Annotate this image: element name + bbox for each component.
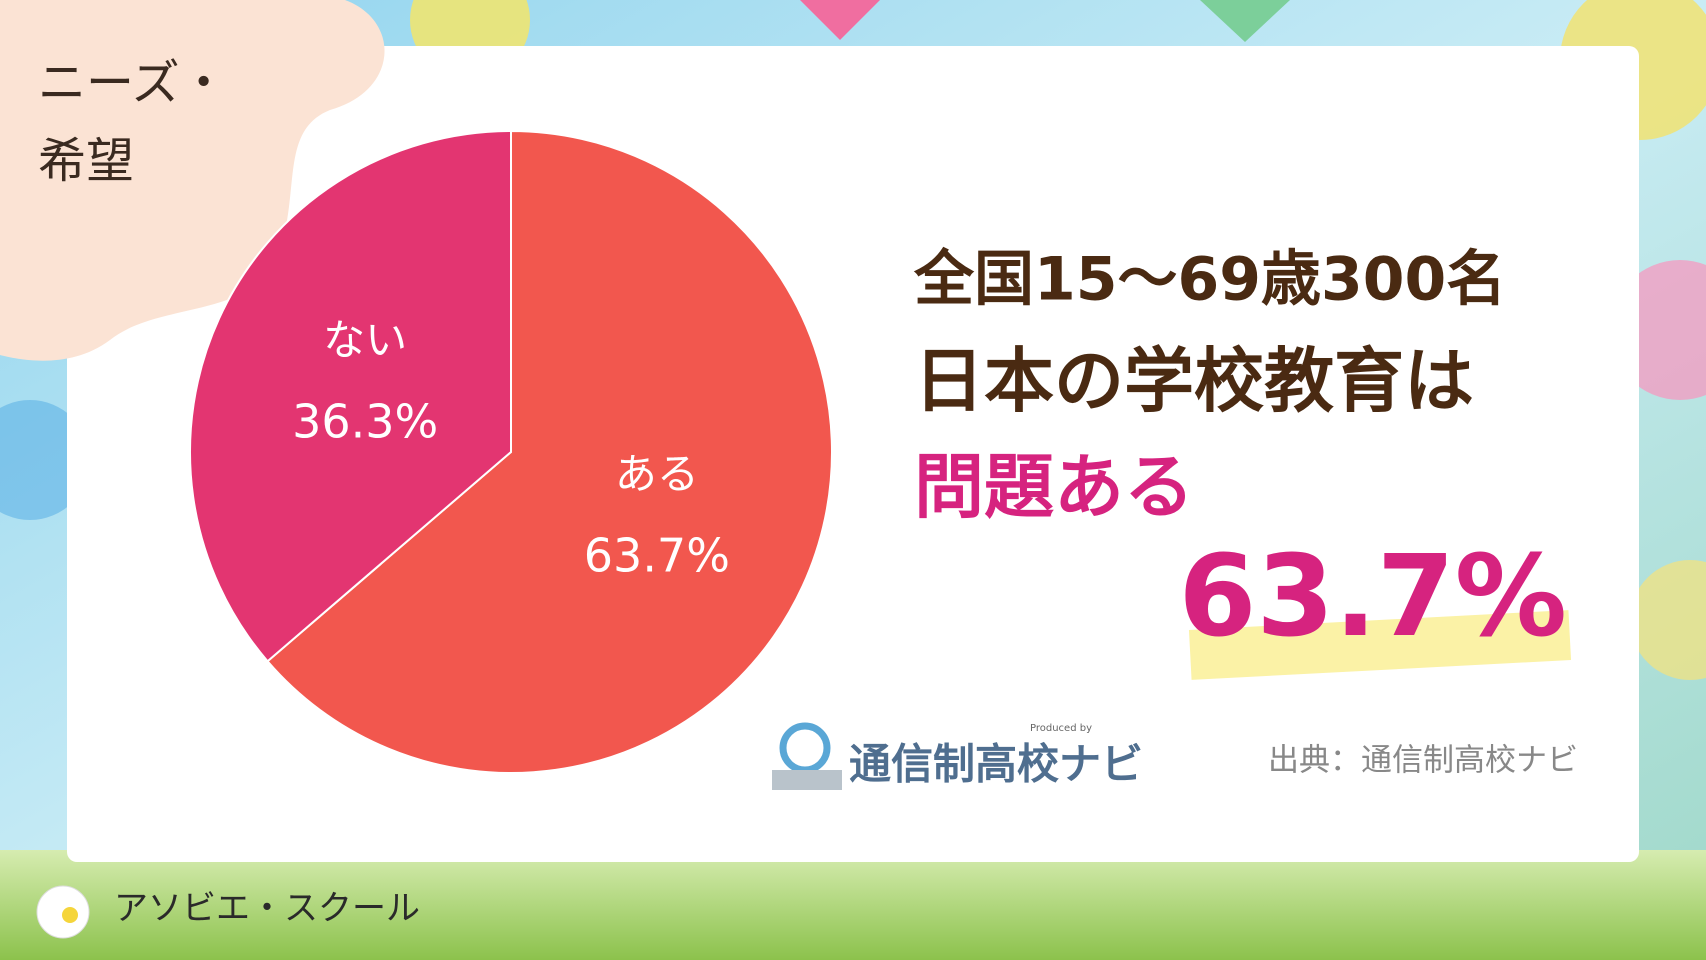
- decoration: [1630, 560, 1706, 680]
- decoration: [800, 0, 880, 40]
- decoration: [1200, 0, 1290, 42]
- badge-text: ニーズ・: [38, 55, 228, 111]
- logo-icon: [772, 770, 842, 790]
- logo-name: 通信制高校ナビ: [849, 740, 1143, 789]
- slice-value-label: 36.3%: [292, 395, 438, 449]
- pie-slice: [266, 129, 833, 774]
- logo-produced-by: Produced by: [1030, 723, 1092, 734]
- grass: [0, 850, 1706, 960]
- badge-text: 希望: [38, 133, 134, 189]
- source: 出典：通信制高校ナビ: [1268, 743, 1578, 779]
- footer-icon: [62, 907, 78, 923]
- footer-brand: アソビエ・スクール: [114, 889, 420, 929]
- headline-highlight: 問題ある: [914, 446, 1194, 528]
- headline: 日本の学校教育は: [914, 340, 1474, 422]
- pie-slice: [189, 129, 512, 663]
- pie-chart: ある 63.7% ない 36.3%: [189, 129, 833, 774]
- headline-percentage: 63.7%: [1178, 532, 1567, 662]
- badge-background: [0, 0, 385, 361]
- slice-value-label: 63.7%: [584, 528, 730, 582]
- slice-category: ない: [323, 316, 407, 365]
- headline: 全国15～69歳300名: [913, 245, 1506, 315]
- slice-category: ある: [615, 449, 699, 498]
- highlight-marker: [1188, 610, 1572, 680]
